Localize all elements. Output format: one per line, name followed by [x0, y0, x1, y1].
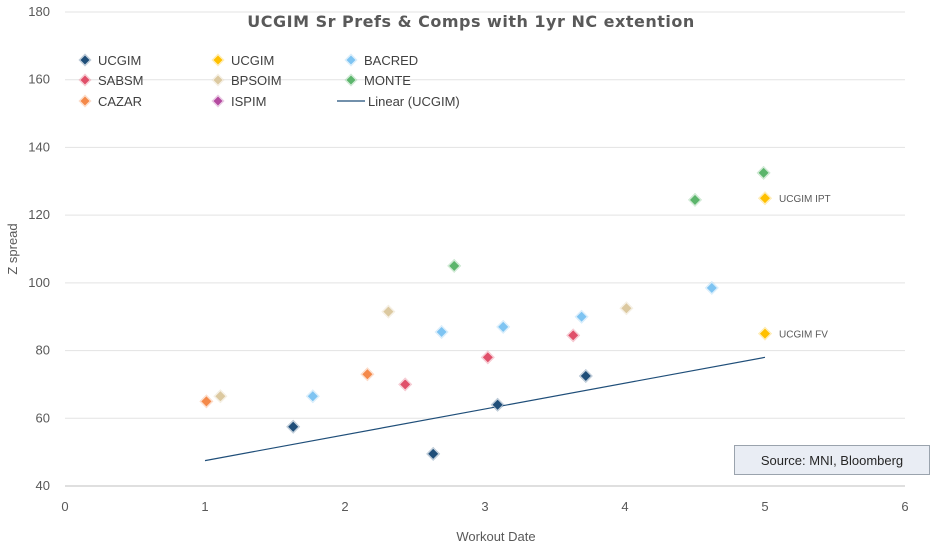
data-point-cazar — [360, 367, 375, 382]
data-point-monte — [688, 192, 702, 207]
y-tick-label: 140 — [28, 139, 50, 154]
chart-title: UCGIM Sr Prefs & Comps with 1yr NC exten… — [247, 12, 694, 31]
data-point-ucgim — [286, 419, 301, 434]
legend-label: ISPIM — [231, 94, 266, 109]
data-point-cazar — [199, 394, 214, 409]
linear-trendline — [204, 356, 766, 462]
marker-core — [688, 193, 702, 206]
legend-label: BPSOIM — [231, 73, 282, 88]
marker-core — [345, 54, 357, 66]
y-tick-label: 80 — [36, 343, 50, 358]
marker-core — [212, 95, 224, 107]
data-point-bacred — [496, 319, 511, 334]
marker-core — [481, 351, 494, 364]
y-tick-label: 60 — [36, 410, 50, 425]
legend-label: Linear (UCGIM) — [368, 94, 460, 109]
marker-core — [705, 281, 718, 295]
marker-core — [200, 395, 213, 408]
y-tick-label: 120 — [28, 207, 50, 222]
data-point-sabsm — [398, 377, 413, 392]
data-point-ucgim — [758, 191, 772, 206]
x-tick-label: 0 — [61, 499, 68, 514]
marker-core — [497, 320, 510, 333]
point-annotation: UCGIM FV — [779, 330, 828, 341]
marker-core — [575, 310, 588, 323]
data-points — [199, 165, 772, 461]
data-point-monte — [756, 165, 771, 180]
legend-marker — [344, 73, 358, 87]
marker-core — [491, 398, 504, 411]
legend-label: BACRED — [364, 53, 418, 68]
x-tick-label: 1 — [201, 499, 208, 514]
marker-core — [757, 166, 770, 179]
data-point-ucgim — [490, 397, 505, 412]
marker-core — [306, 390, 319, 403]
legend-label: CAZAR — [98, 94, 142, 109]
x-tick-label: 4 — [621, 499, 628, 514]
marker-core — [435, 325, 448, 339]
data-point-bpsoim — [619, 301, 634, 316]
marker-core — [579, 369, 592, 383]
data-point-ucgim — [758, 326, 772, 341]
marker-core — [567, 329, 580, 342]
y-axis-ticks: 40 60 80 100 120 140 160 180 — [28, 4, 50, 493]
x-tick-label: 6 — [901, 499, 908, 514]
x-tick-label: 2 — [341, 499, 348, 514]
x-tick-label: 3 — [481, 499, 488, 514]
legend-marker — [78, 53, 92, 67]
legend-label: UCGIM — [98, 53, 141, 68]
y-tick-label: 160 — [28, 72, 50, 87]
y-tick-label: 100 — [28, 275, 50, 290]
data-point-monte — [447, 258, 462, 273]
legend-marker — [78, 73, 92, 87]
source-note: Source: MNI, Bloomberg — [734, 445, 930, 475]
legend-marker — [78, 94, 92, 108]
legend-marker — [344, 53, 358, 67]
marker-core — [79, 95, 91, 107]
legend-marker — [211, 94, 225, 108]
legend: UCGIM UCGIM BACRED SABSM BPSOIM MONTE CAZAR ISP… — [78, 53, 460, 109]
marker-core — [758, 327, 772, 340]
x-axis-title: Workout Date — [456, 529, 535, 544]
point-annotation: UCGIM IPT — [779, 194, 831, 205]
marker-core — [620, 302, 633, 315]
marker-core — [448, 259, 461, 272]
marker-core — [212, 54, 224, 66]
marker-core — [79, 74, 91, 86]
legend-label: MONTE — [364, 73, 411, 88]
y-tick-label: 40 — [36, 478, 50, 493]
marker-core — [361, 368, 374, 381]
legend-marker — [211, 53, 225, 67]
x-axis-ticks: 0 1 2 3 4 5 6 — [61, 499, 908, 514]
trendline — [204, 356, 766, 462]
marker-core — [399, 378, 412, 391]
data-point-bacred — [574, 309, 589, 324]
y-tick-label: 180 — [28, 4, 50, 19]
marker-core — [79, 54, 91, 66]
point-annotations: UCGIM IPT UCGIM FV — [779, 194, 831, 340]
gridlines — [65, 11, 905, 487]
data-point-bacred — [704, 280, 719, 295]
marker-core — [212, 74, 224, 86]
marker-core — [345, 74, 357, 86]
data-point-bacred — [305, 389, 320, 404]
data-point-sabsm — [480, 350, 495, 365]
data-point-bpsoim — [213, 389, 228, 404]
marker-core — [758, 192, 772, 205]
data-point-sabsm — [566, 328, 581, 343]
x-tick-label: 5 — [761, 499, 768, 514]
legend-label: SABSM — [98, 73, 144, 88]
marker-core — [287, 420, 300, 433]
marker-core — [214, 390, 227, 403]
data-point-ucgim — [578, 368, 593, 383]
legend-marker — [211, 73, 225, 87]
legend-label: UCGIM — [231, 53, 274, 68]
data-point-bpsoim — [381, 304, 396, 319]
data-point-ucgim — [426, 446, 441, 461]
marker-core — [427, 447, 440, 460]
marker-core — [382, 305, 395, 318]
data-point-bacred — [434, 324, 449, 339]
y-axis-title: Z spread — [5, 223, 20, 274]
